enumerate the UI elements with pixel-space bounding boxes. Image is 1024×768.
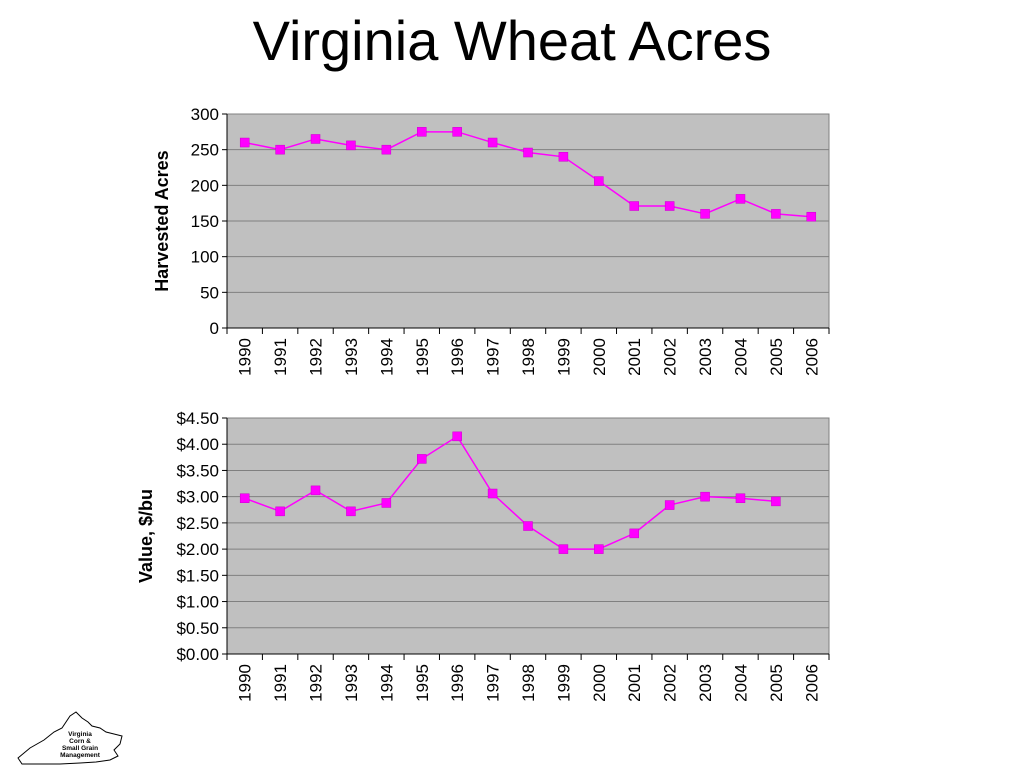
x-tick-label: 1996 [448, 664, 467, 702]
data-point [664, 201, 675, 211]
x-tick-label: 1994 [377, 338, 396, 376]
y-tick-label: 150 [191, 212, 219, 231]
y-tick-label: 200 [191, 176, 219, 195]
virginia-outline-icon [17, 711, 123, 765]
data-point [806, 211, 817, 222]
x-tick-label: 1995 [413, 338, 432, 376]
x-tick-label: 1995 [413, 664, 432, 702]
data-point [771, 209, 781, 219]
data-point [239, 493, 250, 503]
y-axis-label: Value, $/bu [136, 489, 156, 583]
x-tick-label: 1993 [342, 338, 361, 376]
x-tick-label: 2003 [696, 664, 715, 702]
x-tick-label: 2006 [802, 664, 821, 702]
page-title: Virginia Wheat Acres [252, 9, 772, 72]
logo-line-1: Virginia [68, 731, 92, 738]
logo-line-4: Management [60, 752, 101, 759]
x-tick-label: 1997 [484, 338, 503, 376]
x-tick-label: 2004 [731, 664, 750, 702]
data-point [417, 454, 427, 464]
data-point [700, 491, 710, 502]
x-tick-label: 2004 [731, 338, 750, 376]
data-point [558, 152, 569, 162]
data-point [275, 144, 285, 155]
data-point [664, 500, 675, 510]
data-point [594, 544, 604, 554]
plot-area [226, 417, 830, 655]
x-tick-label: 1990 [236, 664, 255, 702]
data-point [735, 493, 746, 503]
x-tick-label: 2005 [767, 664, 786, 702]
x-tick-label: 1991 [271, 338, 290, 376]
y-tick-label: $2.00 [176, 540, 219, 559]
x-tick-label: 2002 [661, 664, 680, 702]
data-point [310, 134, 321, 144]
y-tick-label: $0.00 [176, 645, 219, 664]
x-tick-label: 2003 [696, 338, 715, 376]
logo-line-3: Small Grain [62, 745, 98, 752]
x-tick-label: 1992 [307, 338, 326, 376]
wheat-value-chart: $0.00 $0.50 $1.00 $1.50 $2.00 $2.50 $3.00 $3.50… [136, 409, 830, 702]
data-point [487, 488, 498, 499]
data-point [594, 176, 604, 186]
x-tick-label: 1998 [519, 664, 538, 702]
y-axis-label: Harvested Acres [152, 150, 172, 291]
data-point [346, 140, 356, 151]
data-point [700, 209, 710, 219]
x-tick-label: 1994 [377, 664, 396, 702]
data-point [523, 147, 533, 158]
data-point [735, 194, 746, 204]
data-point [381, 498, 392, 508]
data-point [487, 137, 498, 148]
x-tick-label: 1996 [448, 338, 467, 376]
x-tick-label: 1997 [484, 664, 503, 702]
data-point [275, 506, 285, 517]
data-point [629, 528, 639, 539]
x-tick-label: 1998 [519, 338, 538, 376]
y-tick-label: $4.50 [176, 409, 219, 428]
y-tick-label: 100 [191, 248, 219, 267]
data-point [346, 506, 356, 517]
y-tick-label: 250 [191, 141, 219, 160]
y-tick-label: $2.50 [176, 514, 219, 533]
x-tick-label: 1999 [554, 664, 573, 702]
y-tick-label: $1.00 [176, 593, 219, 612]
x-tick-label: 1993 [342, 664, 361, 702]
x-tick-label: 1999 [554, 338, 573, 376]
data-point [239, 137, 250, 148]
x-tick-label: 1992 [307, 664, 326, 702]
logo-line-2: Corn & [69, 738, 91, 745]
data-point [771, 496, 781, 507]
x-tick-label: 1990 [236, 338, 255, 376]
x-tick-label: 2001 [625, 664, 644, 702]
x-tick-label: 2002 [661, 338, 680, 376]
data-point [452, 431, 462, 442]
y-tick-label: $3.50 [176, 461, 219, 480]
data-point [523, 521, 533, 531]
virginia-logo: Virginia Corn & Small Grain Management [17, 711, 123, 765]
harvested-acres-chart: 0 50 100 150 200 250 300 1990 1991 1992 1993 1994 19… [152, 105, 830, 376]
y-tick-label: 0 [210, 319, 219, 338]
data-point [417, 127, 427, 137]
y-tick-label: $4.00 [176, 435, 219, 454]
y-tick-label: 300 [191, 105, 219, 124]
data-point [452, 127, 462, 137]
x-tick-label: 2001 [625, 338, 644, 376]
y-tick-label: $3.00 [176, 488, 219, 507]
x-tick-label: 1991 [271, 664, 290, 702]
series-line [244, 435, 776, 550]
x-tick-label: 2005 [767, 338, 786, 376]
y-tick-label: 50 [200, 283, 219, 302]
x-tick-label: 2000 [590, 338, 609, 376]
data-point [381, 144, 392, 155]
y-tick-label: $1.50 [176, 566, 219, 585]
x-tick-label: 2000 [590, 664, 609, 702]
y-tick-label: $0.50 [176, 619, 219, 638]
data-point [558, 544, 569, 554]
data-point [629, 201, 639, 211]
data-point [310, 485, 321, 496]
x-tick-label: 2006 [802, 338, 821, 376]
